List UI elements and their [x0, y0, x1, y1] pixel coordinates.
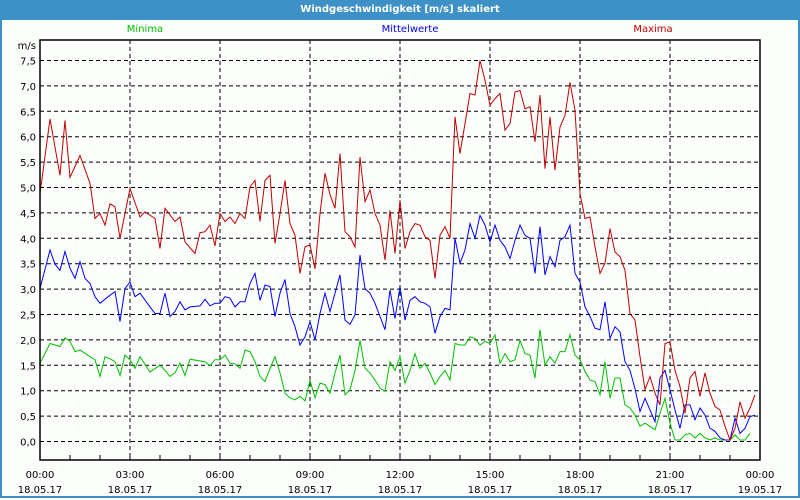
x-tick-date: 18.05.17 [18, 485, 63, 496]
y-tick-label: 5,0 [20, 184, 36, 195]
y-axis-label: m/s [18, 41, 36, 52]
x-tick-time: 09:00 [296, 470, 325, 481]
x-tick-time: 00:00 [26, 470, 55, 481]
x-tick-time: 12:00 [386, 470, 415, 481]
series-line-maxima [39, 60, 756, 442]
legend-mittelwerte: Mittelwerte [381, 24, 439, 35]
x-tick-date: 19.05.17 [738, 485, 783, 496]
legend-minima: Minima [126, 24, 164, 35]
x-tick-time: 03:00 [116, 470, 145, 481]
x-tick-date: 18.05.17 [648, 485, 693, 496]
x-tick-date: 18.05.17 [108, 485, 153, 496]
x-tick-date: 18.05.17 [558, 485, 603, 496]
y-tick-label: 3,0 [20, 285, 36, 296]
x-tick-date: 18.05.17 [198, 485, 243, 496]
x-tick-date: 18.05.17 [378, 485, 423, 496]
y-tick-label: 6,5 [20, 107, 36, 118]
y-tick-label: 0,0 [20, 438, 36, 449]
y-tick-label: 1,5 [20, 361, 36, 372]
series-line-minima [39, 329, 751, 441]
y-tick-label: 7,5 [20, 57, 36, 68]
series-line-mittelwerte [39, 213, 756, 441]
y-tick-label: 5,5 [20, 158, 36, 169]
plot-area-border [39, 39, 761, 461]
y-tick-label: 4,0 [20, 234, 36, 245]
x-tick-date: 18.05.17 [468, 485, 513, 496]
y-tick-label: 4,5 [20, 209, 36, 220]
y-tick-label: 6,0 [20, 133, 36, 144]
y-tick-label: 3,5 [20, 260, 36, 271]
y-tick-label: 2,0 [20, 336, 36, 347]
x-tick-time: 15:00 [476, 470, 505, 481]
x-tick-date: 18.05.17 [288, 485, 333, 496]
y-tick-label: 2,5 [20, 311, 36, 322]
x-tick-time: 06:00 [206, 470, 235, 481]
window-title: Windgeschwindigkeit [m/s] skaliert [0, 0, 800, 20]
x-tick-time: 00:00 [746, 470, 775, 481]
y-tick-label: 1,0 [20, 387, 36, 398]
legend-maxima: Maxima [633, 24, 673, 35]
y-tick-label: 0,5 [20, 412, 36, 423]
x-tick-time: 18:00 [566, 470, 595, 481]
x-tick-time: 21:00 [656, 470, 685, 481]
y-tick-label: 7,0 [20, 82, 36, 93]
